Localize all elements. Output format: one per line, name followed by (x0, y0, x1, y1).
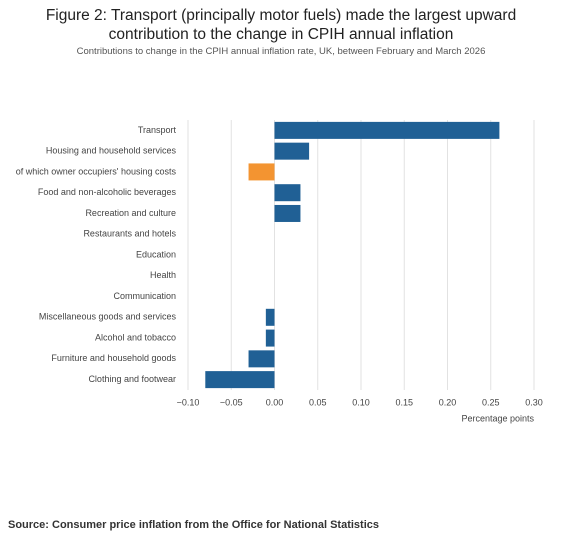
bar (274, 204, 301, 222)
y-tick-label: of which owner occupiers' housing costs (16, 166, 177, 176)
bar (274, 142, 310, 160)
x-tick-label: 0.20 (439, 397, 457, 407)
bar (265, 329, 275, 347)
y-tick-label: Education (136, 249, 176, 259)
y-tick-label: Recreation and culture (85, 208, 176, 218)
x-tick-label: 0.10 (352, 397, 370, 407)
source: Source: Consumer price inflation from th… (8, 519, 380, 531)
y-tick-label: Food and non-alcoholic beverages (38, 187, 177, 197)
bar (274, 184, 301, 202)
chart-subtitle: Contributions to change in the CPIH annu… (76, 46, 486, 57)
bar (248, 163, 275, 181)
x-tick-label: 0.05 (309, 397, 327, 407)
bar (205, 371, 275, 389)
x-tick-label: 0.30 (525, 397, 543, 407)
x-tick-label: 0.25 (482, 397, 500, 407)
x-tick-label: −0.05 (220, 397, 243, 407)
y-tick-label: Alcohol and tobacco (95, 332, 176, 342)
y-tick-label: Miscellaneous goods and services (39, 312, 177, 322)
chart-title: Figure 2: Transport (principally motor f… (45, 7, 517, 43)
y-tick-label: Transport (138, 125, 177, 135)
x-tick-label: 0.00 (266, 397, 284, 407)
bar (265, 308, 275, 326)
bar (274, 121, 500, 139)
y-tick-label: Furniture and household goods (51, 353, 176, 363)
x-tick-label: 0.15 (395, 397, 413, 407)
y-tick-label: Health (150, 270, 176, 280)
y-tick-label: Clothing and footwear (88, 374, 176, 384)
y-tick-label: Restaurants and hotels (83, 229, 176, 239)
y-tick-label: Housing and household services (46, 146, 177, 156)
x-tick-label: −0.10 (177, 397, 200, 407)
y-tick-label: Communication (113, 291, 176, 301)
bar (248, 350, 275, 368)
x-axis-label: Percentage points (461, 413, 534, 423)
